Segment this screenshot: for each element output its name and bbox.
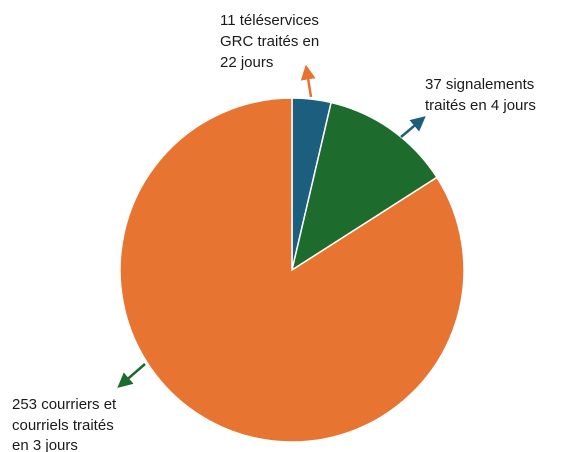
slice-signalements — [290, 101, 438, 272]
slice-label-teleservices: 11 téléservices GRC traités en 22 jours — [220, 12, 323, 71]
slice-courriers — [119, 97, 465, 443]
slice-label-signalements: 37 signalements traités en 4 jours — [425, 76, 538, 114]
leader-arrow-courriers — [117, 363, 146, 388]
slice-label-courriers: 253 courriers et courriels traités en 3 … — [12, 396, 120, 452]
leader-arrow-signalements — [400, 116, 426, 138]
pie-slices — [119, 97, 465, 443]
leader-arrow-teleservices — [300, 64, 316, 98]
